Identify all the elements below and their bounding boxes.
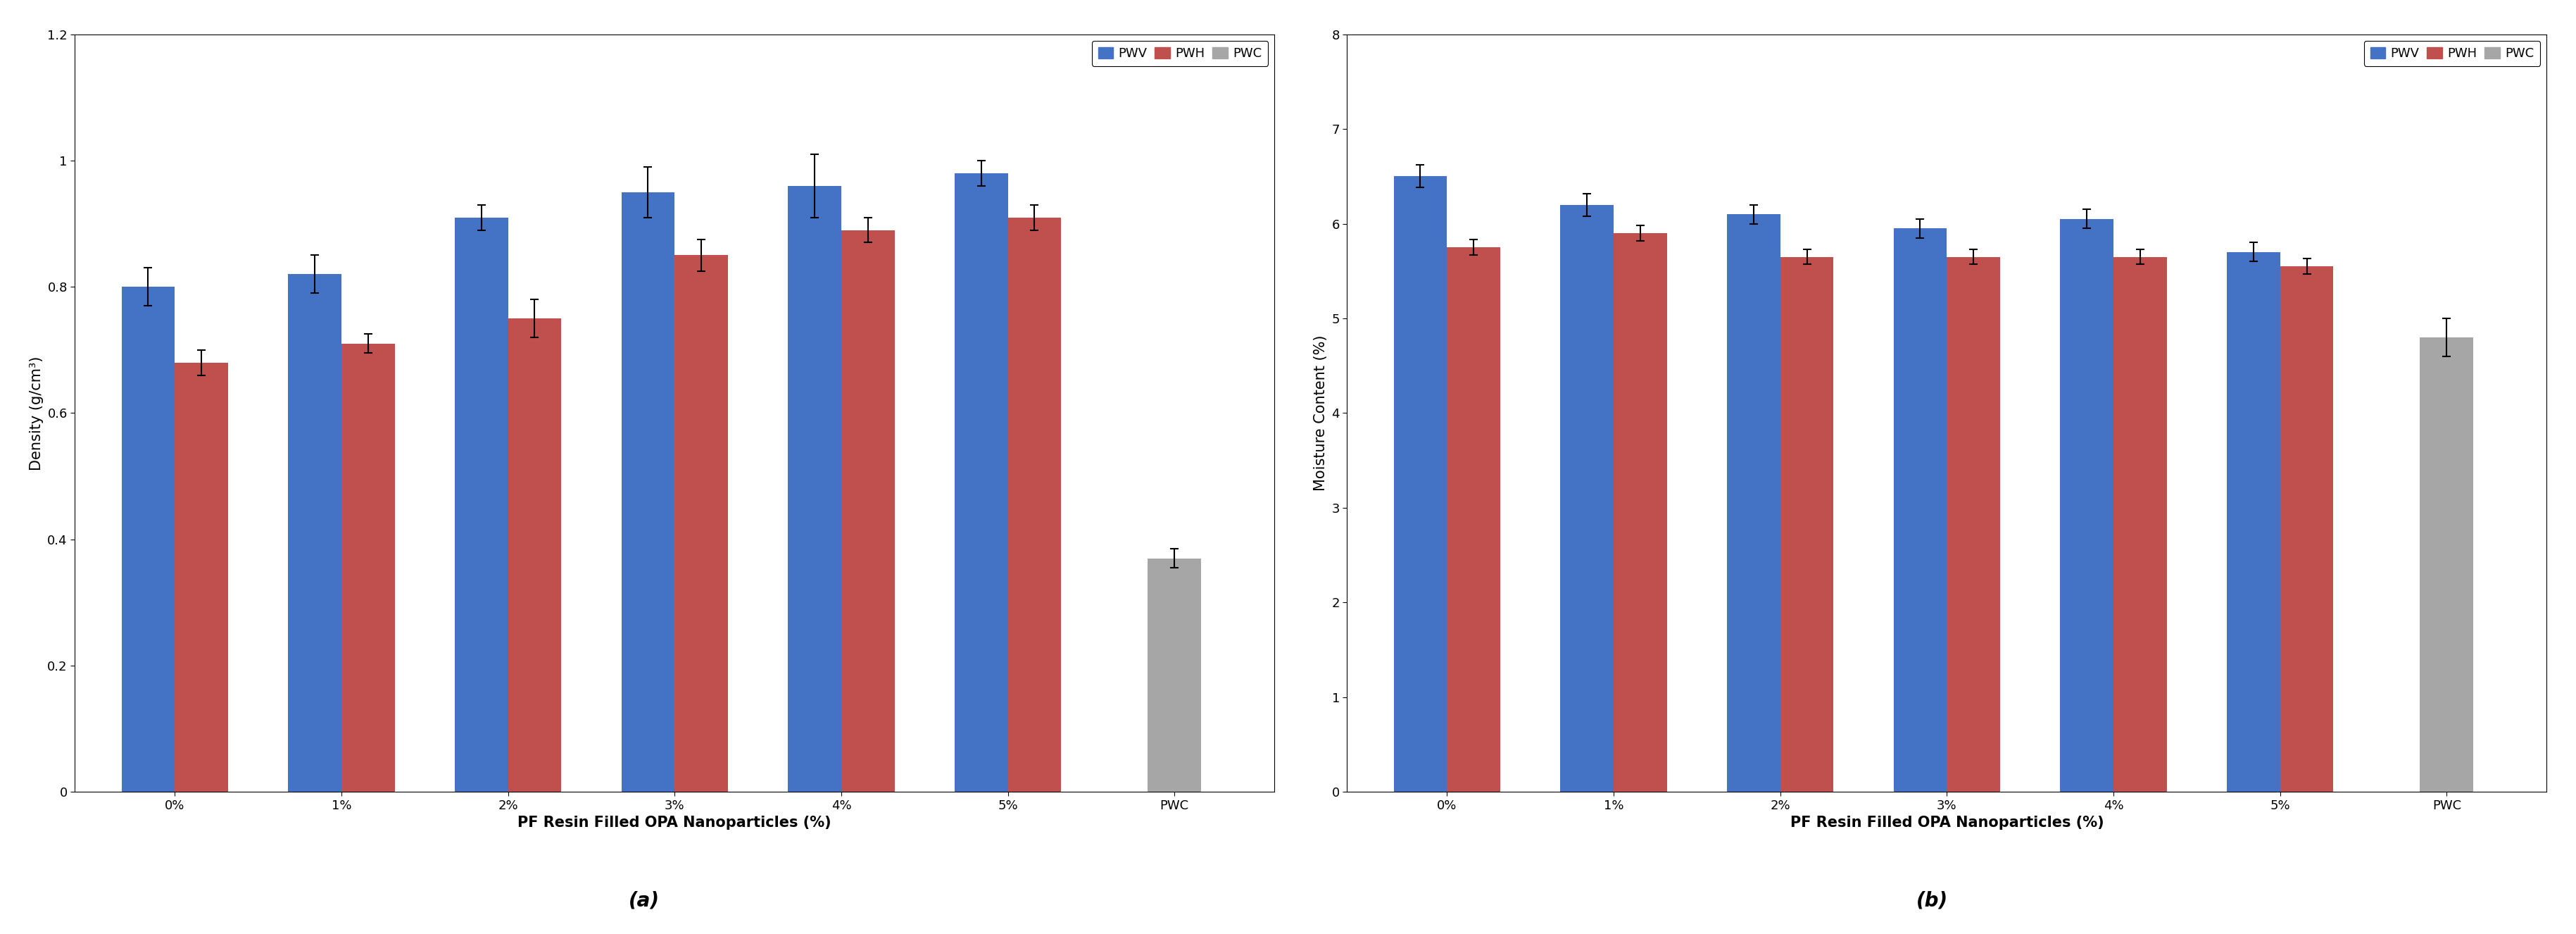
Bar: [2280, 266, 2334, 792]
Bar: [175, 362, 229, 792]
Y-axis label: Moisture Content (%): Moisture Content (%): [1314, 335, 1327, 491]
X-axis label: PF Resin Filled OPA Nanoparticles (%): PF Resin Filled OPA Nanoparticles (%): [1790, 815, 2105, 830]
Bar: [1947, 257, 1999, 792]
Bar: [1149, 559, 1200, 792]
Bar: [343, 344, 394, 792]
Bar: [842, 230, 894, 792]
Bar: [1613, 234, 1667, 792]
Bar: [2419, 337, 2473, 792]
Bar: [2226, 252, 2280, 792]
Bar: [956, 173, 1007, 792]
Bar: [1448, 248, 1499, 792]
Bar: [121, 287, 175, 792]
Bar: [2112, 257, 2166, 792]
Bar: [1726, 214, 1780, 792]
Text: (a): (a): [629, 890, 659, 911]
Y-axis label: Density (g/cm³): Density (g/cm³): [28, 356, 44, 471]
Bar: [1394, 177, 1448, 792]
Legend: PWV, PWH, PWC: PWV, PWH, PWC: [2365, 41, 2540, 66]
Bar: [507, 318, 562, 792]
Bar: [675, 255, 729, 792]
Bar: [456, 218, 507, 792]
Bar: [1007, 218, 1061, 792]
Bar: [1780, 257, 1834, 792]
Bar: [1893, 229, 1947, 792]
Bar: [2061, 219, 2112, 792]
Bar: [621, 192, 675, 792]
Bar: [1561, 205, 1613, 792]
Bar: [289, 275, 343, 792]
Bar: [788, 186, 842, 792]
Text: (b): (b): [1917, 890, 1947, 911]
Legend: PWV, PWH, PWC: PWV, PWH, PWC: [1092, 41, 1267, 66]
X-axis label: PF Resin Filled OPA Nanoparticles (%): PF Resin Filled OPA Nanoparticles (%): [518, 815, 832, 830]
